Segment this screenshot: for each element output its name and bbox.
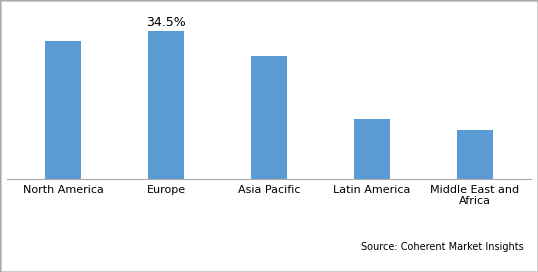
Bar <box>251 57 287 179</box>
Text: Source: Coherent Market Insights: Source: Coherent Market Insights <box>361 242 524 252</box>
Bar <box>148 31 184 179</box>
Bar <box>354 119 390 179</box>
Text: 34.5%: 34.5% <box>146 16 186 29</box>
Bar <box>457 130 492 179</box>
Bar <box>46 41 81 179</box>
